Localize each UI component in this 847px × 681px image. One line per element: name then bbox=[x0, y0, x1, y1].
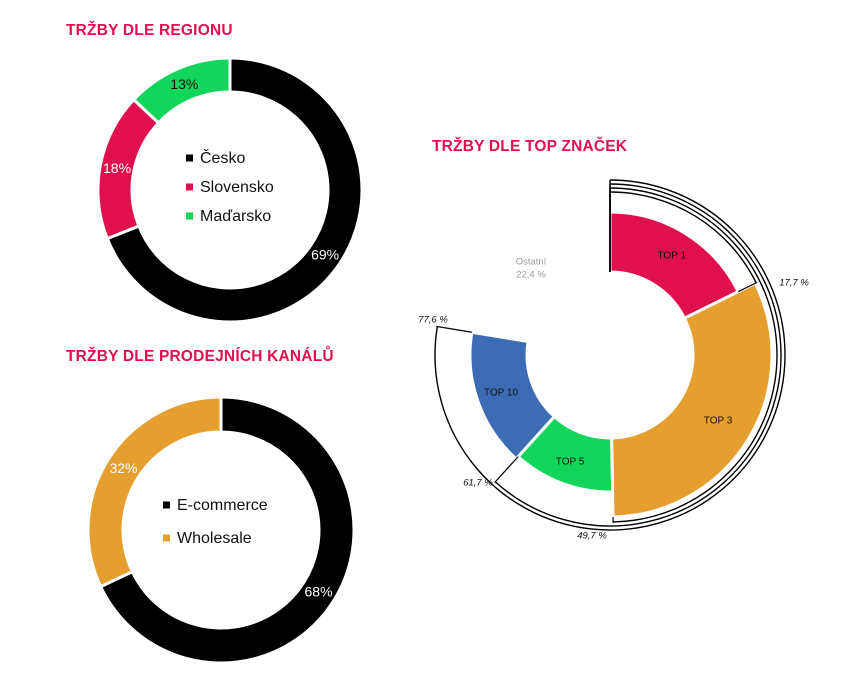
brand-other-label: Ostatní bbox=[516, 257, 547, 268]
brand-cumulative-label-0: 17,7 % bbox=[779, 278, 809, 289]
channel-legend-e-commerce: E-commerce bbox=[177, 497, 268, 514]
brand-cumulative-tick-3 bbox=[436, 325, 472, 333]
channel-legend-swatch-e-commerce bbox=[163, 501, 170, 509]
region-label-slovensko: 18% bbox=[103, 160, 131, 176]
region-chart-title: TRŽBY DLE REGIONU bbox=[66, 22, 233, 39]
region-slice-cesko bbox=[105, 56, 364, 324]
brand-slice-top-10 bbox=[468, 330, 557, 461]
brand-cumulative-label-1: 49,7 % bbox=[577, 531, 607, 542]
brand-label-top-3: TOP 3 bbox=[704, 415, 733, 426]
region-label-cesko: 69% bbox=[311, 246, 339, 262]
brand-slice-top-3 bbox=[610, 281, 774, 519]
channel-legend-wholesale: Wholesale bbox=[177, 530, 252, 547]
brand-label-top-1: TOP 1 bbox=[657, 250, 686, 261]
channel-label-e-commerce: 68% bbox=[305, 584, 333, 600]
brand-cumulative-tick-2 bbox=[494, 456, 519, 483]
brand-cumulative-label-2: 61,7 % bbox=[463, 478, 493, 489]
region-legend-madarsko: Maďarsko bbox=[200, 208, 271, 225]
channel-chart-title: TRŽBY DLE PRODEJNÍCH KANÁLŮ bbox=[66, 348, 334, 365]
channel-slice-wholesale bbox=[86, 395, 223, 589]
brand-cumulative-arc-2 bbox=[609, 187, 778, 523]
region-slice-madarsko bbox=[131, 56, 232, 126]
channel-legend-swatch-wholesale bbox=[163, 534, 170, 542]
brand-other-value: 22,4 % bbox=[516, 270, 546, 281]
brand-cumulative-tick-0 bbox=[737, 281, 758, 293]
brand-cumulative-arc-0 bbox=[434, 179, 786, 531]
channel-slice-e-commerce bbox=[98, 395, 356, 665]
brand-cumulative-label-3: 77,6 % bbox=[418, 315, 448, 326]
brand-cumulative-arc-3 bbox=[609, 191, 757, 284]
region-legend-swatch-madarsko bbox=[186, 212, 193, 220]
region-label-madarsko: 13% bbox=[170, 76, 198, 92]
channel-label-wholesale: 32% bbox=[109, 460, 137, 476]
brand-chart-title: TRŽBY DLE TOP ZNAČEK bbox=[432, 138, 628, 155]
brand-label-top-5: TOP 5 bbox=[556, 456, 585, 467]
brand-label-top-10: TOP 10 bbox=[484, 388, 519, 399]
region-legend-cesko: Česko bbox=[200, 148, 245, 167]
region-legend-swatch-cesko bbox=[186, 154, 193, 162]
region-legend-slovensko: Slovensko bbox=[200, 179, 274, 196]
region-legend-swatch-slovensko bbox=[186, 183, 193, 191]
brand-cumulative-arc-1 bbox=[494, 183, 782, 527]
